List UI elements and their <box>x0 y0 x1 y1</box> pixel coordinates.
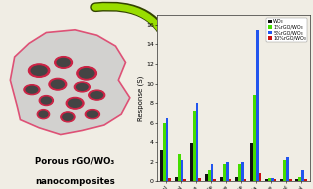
Bar <box>193 111 196 181</box>
Polygon shape <box>10 30 130 135</box>
FancyArrowPatch shape <box>95 6 172 51</box>
Bar <box>280 178 283 181</box>
Bar <box>241 162 244 181</box>
Bar <box>196 103 198 181</box>
Ellipse shape <box>79 68 95 79</box>
Bar <box>259 173 261 181</box>
Bar <box>178 154 181 181</box>
Bar <box>183 178 186 181</box>
Bar <box>228 178 231 181</box>
Bar <box>211 164 213 181</box>
Ellipse shape <box>66 97 84 109</box>
Bar <box>220 177 223 181</box>
Bar <box>301 170 304 181</box>
Bar <box>208 170 211 181</box>
Bar <box>298 177 301 181</box>
Ellipse shape <box>87 110 98 118</box>
Y-axis label: Response (S): Response (S) <box>138 76 145 121</box>
Bar <box>304 178 306 181</box>
Bar <box>181 160 183 181</box>
Text: nanocomposites: nanocomposites <box>35 177 115 186</box>
Ellipse shape <box>74 82 90 92</box>
Ellipse shape <box>37 109 50 119</box>
Bar <box>235 177 238 181</box>
Ellipse shape <box>28 64 50 77</box>
Bar <box>256 30 259 181</box>
FancyArrowPatch shape <box>95 6 173 54</box>
Ellipse shape <box>25 86 38 94</box>
Bar <box>253 95 256 181</box>
Ellipse shape <box>30 65 48 76</box>
Ellipse shape <box>89 90 105 100</box>
Bar <box>271 177 274 181</box>
Ellipse shape <box>56 58 71 67</box>
Ellipse shape <box>49 78 67 90</box>
Ellipse shape <box>61 112 75 122</box>
Ellipse shape <box>76 83 89 91</box>
Bar <box>163 123 166 181</box>
Bar <box>265 178 268 181</box>
Ellipse shape <box>85 109 100 119</box>
Ellipse shape <box>77 67 96 80</box>
Ellipse shape <box>39 95 54 106</box>
Bar <box>289 178 291 181</box>
Legend: WO₃, 1%rGO/WO₃, 5%rGO/WO₃, 10%rGO/WO₃: WO₃, 1%rGO/WO₃, 5%rGO/WO₃, 10%rGO/WO₃ <box>266 18 307 42</box>
Bar <box>283 160 286 181</box>
Bar <box>238 164 241 181</box>
Bar <box>175 177 178 181</box>
Bar <box>274 178 276 181</box>
Ellipse shape <box>90 91 103 99</box>
Bar <box>190 143 193 181</box>
Bar <box>166 118 168 181</box>
Bar <box>244 178 246 181</box>
Bar <box>295 178 298 181</box>
Ellipse shape <box>38 110 49 118</box>
Ellipse shape <box>51 79 65 89</box>
Bar <box>160 150 163 181</box>
Ellipse shape <box>68 98 82 108</box>
Bar <box>168 177 171 181</box>
Bar <box>213 178 216 181</box>
Ellipse shape <box>41 96 52 105</box>
Bar <box>198 177 201 181</box>
Bar <box>268 177 271 181</box>
Ellipse shape <box>54 57 73 68</box>
Bar <box>223 164 226 181</box>
Text: Porous rGO/WO₃: Porous rGO/WO₃ <box>35 156 115 165</box>
Bar <box>205 174 208 181</box>
Bar <box>250 143 253 181</box>
Bar <box>286 157 289 181</box>
Ellipse shape <box>62 113 74 121</box>
Bar <box>226 162 228 181</box>
Ellipse shape <box>24 84 40 95</box>
